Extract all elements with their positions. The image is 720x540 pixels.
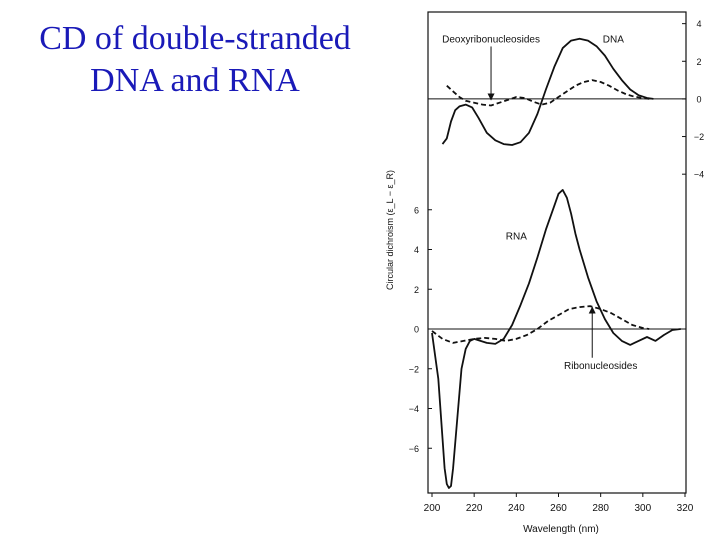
series-deoxyribonucleosides: [446, 79, 650, 107]
slide-title-line1: CD of double-stranded: [39, 20, 351, 57]
annotation-deoxyribonucleosides: Deoxyribonucleosides: [442, 34, 540, 45]
rna-panel-y-tick-label: −4: [409, 404, 419, 414]
plot-frame: [427, 11, 687, 494]
series-ribonucleosides: [431, 305, 650, 344]
series-rna: [431, 188, 681, 489]
rna-panel-y-tick-label: 2: [414, 285, 419, 295]
x-tick-label: 300: [634, 503, 651, 514]
rna-panel-y-tick-label: 6: [414, 205, 419, 215]
x-axis-label: Wavelength (nm): [523, 524, 599, 535]
dna-panel-y-tick-label: 0: [696, 94, 701, 104]
series-dna: [441, 37, 654, 146]
x-tick-label: 280: [592, 503, 609, 514]
x-tick-label: 220: [466, 503, 483, 514]
annotation-rna: RNA: [506, 232, 527, 243]
x-tick-label: 260: [550, 503, 567, 514]
dna-panel-y-tick-label: −4: [694, 170, 704, 180]
dna-panel-y-tick-label: 2: [696, 57, 701, 67]
rna-panel-y-tick-label: −2: [409, 364, 419, 374]
x-tick-label: 240: [508, 503, 525, 514]
dna-panel-y-tick-label: −2: [694, 132, 704, 142]
annotation-dna: DNA: [603, 34, 624, 45]
x-tick-label: 320: [677, 503, 694, 514]
rna-panel-y-tick-label: 4: [414, 245, 419, 255]
rna-panel-y-tick-label: −6: [409, 444, 419, 454]
rna-panel-y-tick-label: 0: [414, 325, 419, 335]
x-tick-label: 200: [424, 503, 441, 514]
annotation-ribonucleosides: Ribonucleosides: [564, 361, 637, 372]
y-axis-label: Circular dichroism (ε_L − ε_R): [385, 170, 395, 290]
slide-title-line2: DNA and RNA: [90, 62, 300, 99]
dna-panel-y-tick-label: 4: [696, 19, 701, 29]
slide-title: CD of double-stranded DNA and RNA: [10, 18, 380, 102]
